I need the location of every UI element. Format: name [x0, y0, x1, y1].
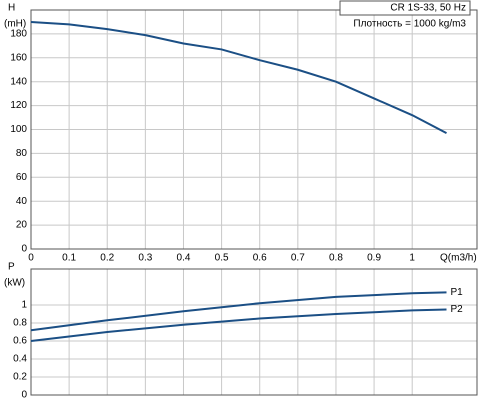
y-tick-label: 180	[10, 29, 27, 40]
curve	[30, 308, 447, 342]
y-tick-label: 0	[21, 244, 27, 255]
y-tick-label: 0.8	[13, 318, 27, 329]
y-axis-unit: (kW)	[4, 278, 25, 289]
x-tick-label: 0.1	[62, 253, 76, 264]
y-tick-label: 100	[10, 124, 27, 135]
x-tick-label: 1	[409, 253, 415, 264]
y-tick-label: 20	[16, 220, 28, 231]
y-tick-label: 60	[16, 172, 28, 183]
y-tick-label: 140	[10, 76, 27, 87]
y-tick-label: 0.2	[13, 372, 27, 383]
x-tick-label: 0	[28, 253, 34, 264]
x-tick-label: 0.6	[253, 253, 267, 264]
annotation-box	[339, 0, 471, 16]
annotation: CR 1S-33, 50 Hz	[390, 3, 466, 14]
x-tick-label: 0.4	[177, 253, 191, 264]
x-tick-label: 0.8	[329, 253, 343, 264]
y-axis-label: P	[8, 262, 15, 273]
annotation: Плотность = 1000 kg/m3	[353, 19, 466, 30]
y-tick-label: 80	[16, 148, 28, 159]
x-tick-label: 0.2	[100, 253, 114, 264]
y-tick-label: 120	[10, 100, 27, 111]
plot-frame	[30, 268, 478, 396]
y-tick-label: 40	[16, 196, 28, 207]
x-tick-label: 0.5	[215, 253, 229, 264]
legend-label: P2	[451, 304, 464, 315]
curve	[30, 20, 447, 134]
curve	[30, 291, 447, 332]
x-tick-label: 0.9	[367, 253, 381, 264]
x-tick-label: 0.7	[291, 253, 305, 264]
plot-frame	[30, 9, 478, 250]
y-axis-unit: (mH)	[4, 19, 26, 30]
legend-label: P1	[451, 287, 464, 298]
y-tick-label: 0	[21, 390, 27, 400]
y-tick-label: 160	[10, 52, 27, 63]
x-axis-label: Q(m3/h)	[440, 253, 477, 264]
x-tick-label: 0.3	[138, 253, 152, 264]
y-axis-label: H	[8, 3, 15, 14]
y-tick-label: 0.4	[13, 354, 27, 365]
y-tick-label: 1	[21, 300, 27, 311]
y-tick-label: 0.6	[13, 336, 27, 347]
